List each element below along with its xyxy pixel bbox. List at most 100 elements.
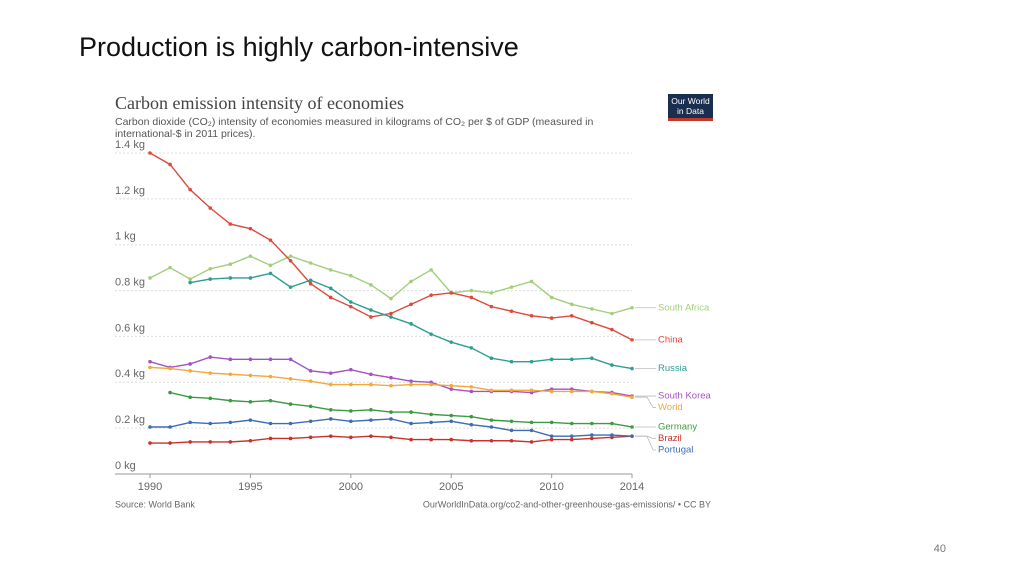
- point: [349, 367, 353, 372]
- point: [389, 410, 393, 414]
- point: [168, 162, 172, 167]
- point: [148, 151, 152, 155]
- point: [308, 278, 313, 283]
- series-line: [169, 391, 633, 428]
- slide-title: Production is highly carbon-intensive: [79, 32, 519, 62]
- point: [549, 316, 554, 320]
- point: [328, 434, 333, 438]
- point: [328, 295, 333, 300]
- point: [288, 357, 293, 362]
- y-tick-label: 1 kg: [115, 231, 136, 243]
- point: [569, 357, 574, 362]
- point: [409, 437, 413, 442]
- point: [328, 268, 333, 272]
- point: [208, 421, 213, 426]
- point: [308, 419, 313, 424]
- y-tick-label: 0 kg: [115, 460, 136, 472]
- point: [369, 434, 373, 438]
- source: Source: World Bank: [115, 499, 195, 509]
- point: [308, 261, 313, 265]
- point: [549, 420, 554, 425]
- point: [429, 382, 433, 387]
- x-tick-label: 2014: [620, 481, 644, 493]
- point: [409, 421, 413, 426]
- point: [188, 277, 192, 281]
- point: [409, 279, 413, 284]
- point: [148, 276, 152, 280]
- point: [449, 387, 454, 391]
- point: [168, 390, 172, 395]
- x-tick-label: 2000: [339, 481, 363, 493]
- point: [208, 371, 213, 375]
- point: [509, 309, 514, 314]
- label-connector: [635, 435, 656, 451]
- point: [409, 410, 413, 414]
- page-number: 40: [933, 543, 946, 555]
- point: [590, 320, 594, 325]
- point: [529, 359, 534, 364]
- point: [529, 428, 534, 433]
- point: [569, 434, 574, 438]
- point: [429, 293, 433, 297]
- point: [469, 288, 474, 293]
- x-tick-label: 1995: [238, 481, 262, 493]
- point: [268, 238, 273, 242]
- point: [248, 418, 253, 422]
- point: [168, 366, 172, 371]
- point: [489, 425, 494, 429]
- point: [489, 291, 494, 295]
- point: [630, 434, 634, 438]
- point: [489, 418, 494, 422]
- point: [549, 295, 554, 300]
- point: [308, 281, 313, 286]
- y-tick-label: 0.2 kg: [115, 414, 145, 426]
- point: [228, 262, 233, 267]
- point: [188, 280, 192, 285]
- point: [208, 206, 213, 210]
- point: [228, 398, 233, 403]
- point: [308, 369, 313, 373]
- point: [369, 382, 373, 387]
- point: [248, 373, 253, 378]
- point: [610, 327, 614, 332]
- point: [248, 357, 253, 362]
- point: [549, 389, 554, 394]
- point: [489, 438, 494, 443]
- x-tick-label: 2010: [539, 481, 563, 493]
- point: [489, 304, 494, 309]
- point: [509, 388, 514, 393]
- legend-label: China: [658, 334, 684, 345]
- point: [529, 420, 534, 425]
- point: [349, 273, 353, 278]
- point: [429, 437, 433, 442]
- point: [308, 404, 313, 409]
- point: [248, 276, 253, 280]
- point: [389, 315, 393, 319]
- point: [529, 440, 534, 444]
- point: [569, 313, 574, 318]
- point: [489, 356, 494, 361]
- point: [349, 409, 353, 413]
- point: [429, 420, 433, 425]
- point: [369, 315, 373, 319]
- point: [208, 396, 213, 401]
- point: [248, 254, 253, 258]
- point: [349, 435, 353, 440]
- point: [288, 285, 293, 289]
- y-tick-label: 0.4 kg: [115, 368, 145, 380]
- point: [449, 383, 454, 388]
- point: [328, 382, 333, 387]
- point: [449, 291, 454, 295]
- y-tick-label: 0.8 kg: [115, 276, 145, 288]
- point: [268, 436, 273, 441]
- point: [288, 258, 293, 263]
- point: [569, 302, 574, 307]
- point: [509, 285, 514, 289]
- point: [248, 226, 253, 231]
- point: [389, 375, 393, 380]
- point: [188, 369, 192, 373]
- point: [549, 357, 554, 362]
- point: [409, 382, 413, 387]
- point: [208, 266, 213, 271]
- point: [529, 279, 534, 284]
